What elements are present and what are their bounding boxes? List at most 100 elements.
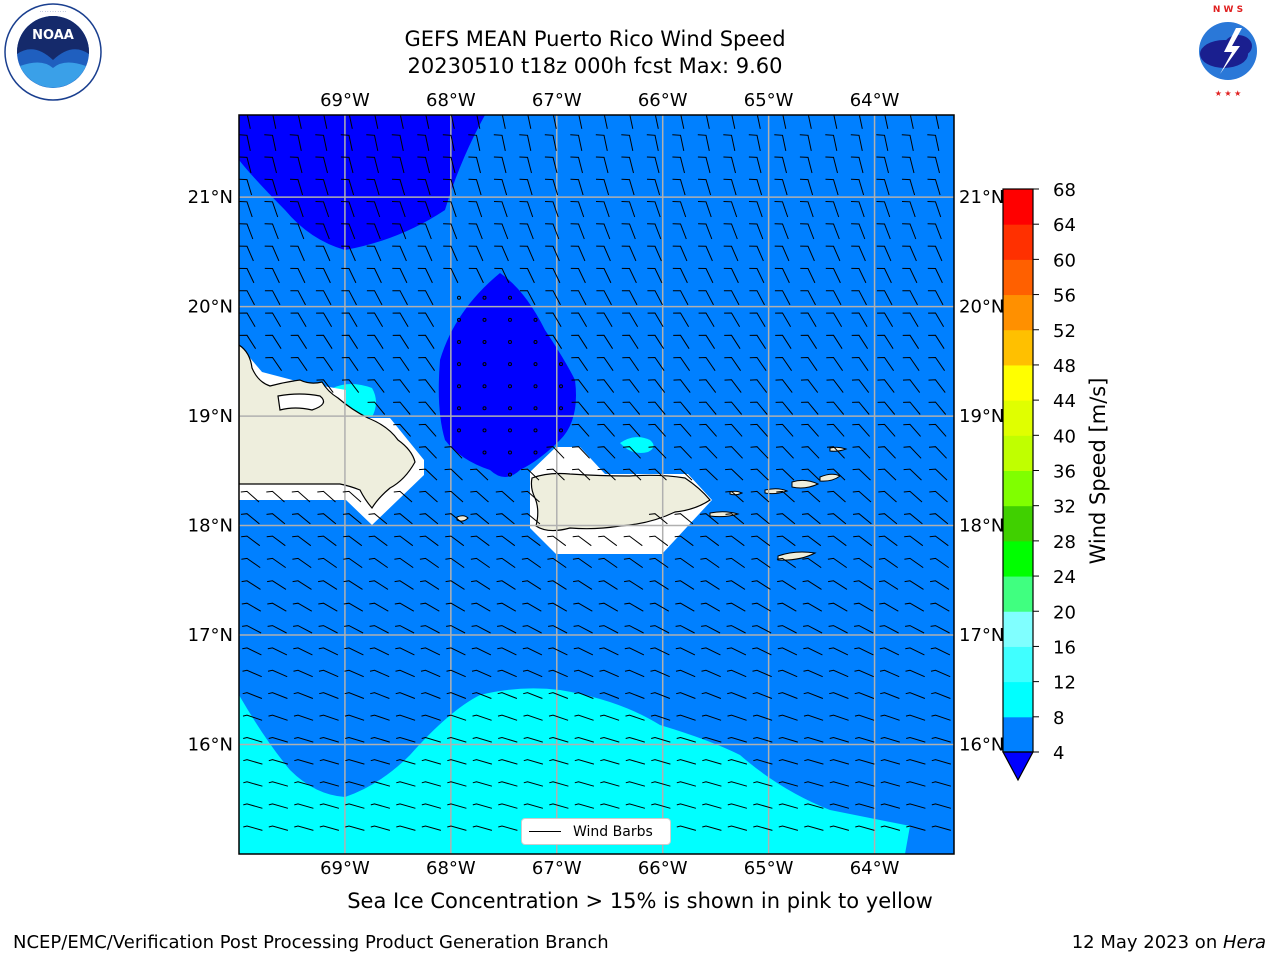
wind-barb xyxy=(672,267,688,284)
wind-barb xyxy=(777,580,797,590)
wind-barb xyxy=(574,736,594,743)
wind-barb xyxy=(417,290,434,306)
wind-barb xyxy=(396,781,416,787)
lat-label-left: 19°N xyxy=(188,406,233,427)
wind-barb xyxy=(290,245,305,262)
wind-barb xyxy=(777,625,797,634)
wind-barb xyxy=(599,714,620,721)
wind-barb xyxy=(723,267,739,284)
wind-barb xyxy=(572,557,592,569)
wind-barb xyxy=(523,736,543,743)
wind-barb xyxy=(496,557,516,569)
wind-barb xyxy=(880,692,900,699)
wind-barb xyxy=(801,513,821,525)
wind-barb xyxy=(571,356,589,371)
wind-barb xyxy=(727,759,748,765)
wind-barb xyxy=(571,312,588,328)
wind-barb xyxy=(802,557,822,569)
wind-barb-calm xyxy=(533,362,538,367)
wind-barb xyxy=(699,468,718,481)
wind-barb xyxy=(239,223,254,240)
wind-barb xyxy=(774,178,788,196)
wind-barb xyxy=(345,759,365,765)
wind-barb xyxy=(392,245,407,262)
wind-barb xyxy=(774,245,790,262)
wind-barb xyxy=(621,245,637,262)
wind-barb xyxy=(290,223,305,240)
wind-barb xyxy=(651,759,671,765)
wind-barb xyxy=(345,803,365,809)
wind-barb xyxy=(447,781,467,787)
wind-barb xyxy=(521,490,540,503)
wind-barb xyxy=(854,647,874,656)
wind-barb-calm xyxy=(559,362,563,367)
wind-barb xyxy=(523,781,544,787)
wind-barb xyxy=(802,602,823,612)
wind-field-below-4-north xyxy=(239,115,485,250)
wind-barb xyxy=(673,423,692,437)
wind-barb xyxy=(444,490,464,503)
wind-barb xyxy=(446,692,467,699)
wind-barb xyxy=(673,446,692,459)
wind-barb xyxy=(828,602,848,612)
wind-barb xyxy=(901,201,916,218)
legend-line-icon xyxy=(529,831,561,832)
wind-barb xyxy=(723,134,736,152)
wind-barb xyxy=(782,115,787,129)
wind-barb-calm xyxy=(508,384,512,389)
wind-barb xyxy=(396,803,416,809)
wind-barb xyxy=(650,714,671,721)
colorbar-segment xyxy=(1003,576,1033,612)
wind-barb-calm xyxy=(482,406,487,411)
wind-barb xyxy=(468,267,484,284)
wind-barb xyxy=(345,825,365,831)
wind-barb xyxy=(650,625,670,634)
wind-barb xyxy=(497,714,518,721)
wind-barb xyxy=(672,223,687,240)
wind-barb xyxy=(853,535,873,547)
wind-barb xyxy=(802,580,822,590)
wind-barb xyxy=(648,401,666,415)
wind-barb xyxy=(290,290,306,306)
wind-barb xyxy=(702,759,722,765)
wind-barb xyxy=(825,223,840,240)
wind-barb xyxy=(268,692,288,699)
wind-barb xyxy=(519,201,534,218)
wind-barb xyxy=(446,714,467,721)
wind-barb xyxy=(858,115,863,129)
wind-barb xyxy=(395,692,416,699)
wind-barb xyxy=(241,602,262,612)
wind-barb xyxy=(700,580,720,590)
wind-barb xyxy=(853,557,873,569)
wind-barb-calm xyxy=(482,384,487,389)
wind-barb xyxy=(673,379,691,393)
wind-barb xyxy=(879,602,899,612)
wind-barb-calm xyxy=(457,340,461,344)
wind-barb xyxy=(675,647,696,656)
wind-barb xyxy=(647,223,662,240)
wind-barb xyxy=(396,825,416,831)
wind-barb xyxy=(419,535,439,547)
wind-barb xyxy=(623,468,642,481)
wind-barb xyxy=(876,134,889,152)
wind-barb xyxy=(648,423,666,437)
wind-barb xyxy=(527,115,532,129)
wind-barb xyxy=(574,759,595,765)
wind-barb xyxy=(803,647,823,656)
wind-barb xyxy=(928,379,946,393)
wind-barb xyxy=(292,535,312,547)
wind-barb xyxy=(442,178,457,196)
wind-barb xyxy=(468,201,483,218)
wind-barb xyxy=(905,669,925,678)
wind-barb xyxy=(573,669,594,678)
wind-barb xyxy=(548,692,569,699)
wind-barb xyxy=(902,334,920,349)
wind-barb xyxy=(676,714,696,721)
wind-barb xyxy=(470,468,489,481)
colorbar-tick-label: 28 xyxy=(1053,532,1076,553)
wind-barb xyxy=(725,535,745,547)
wind-barb xyxy=(369,580,389,590)
wind-barb xyxy=(880,825,901,831)
wind-barb xyxy=(929,513,949,525)
wind-barb xyxy=(648,446,667,459)
